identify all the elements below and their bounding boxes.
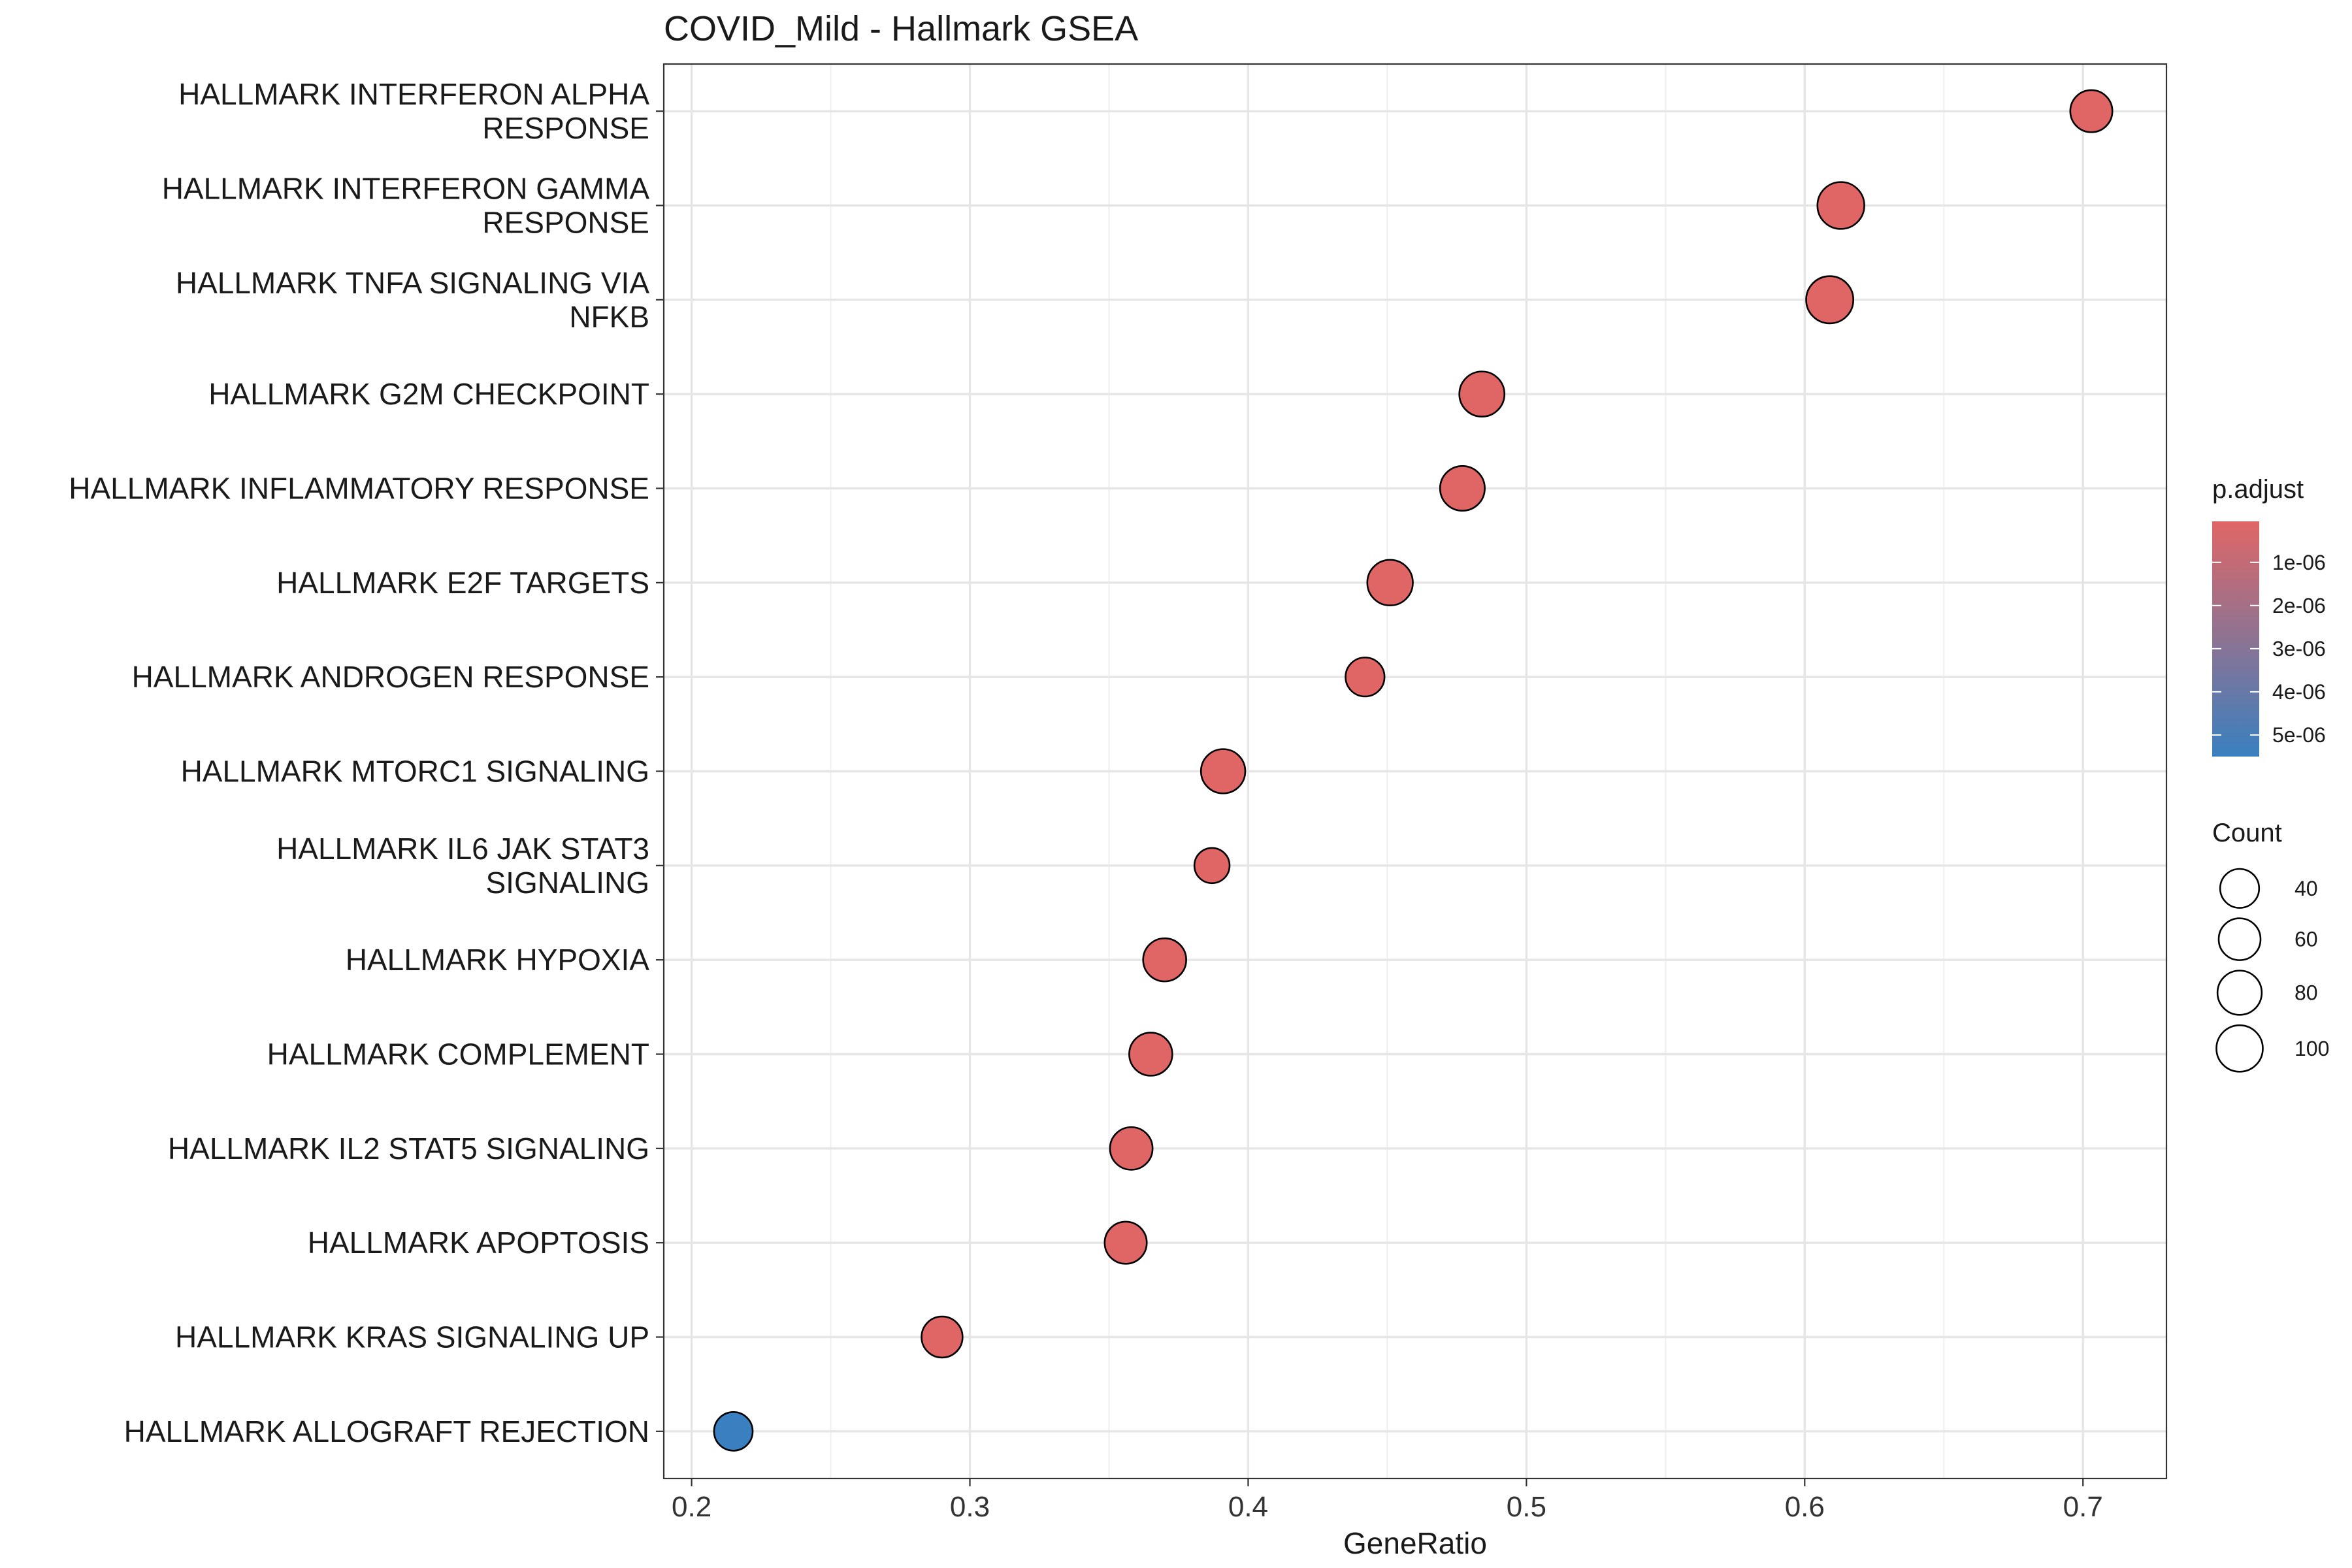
- size-legend-key: [2217, 917, 2262, 961]
- category-label: HALLMARK INTERFERON GAMMA: [162, 172, 650, 206]
- category-label: HALLMARK IL6 JAK STAT3: [276, 832, 649, 866]
- category-label: HALLMARK INFLAMMATORY RESPONSE: [69, 472, 649, 506]
- category-label: HALLMARK IL2 STAT5 SIGNALING: [168, 1132, 649, 1166]
- category-label: HALLMARK INTERFERON ALPHA: [178, 77, 649, 111]
- x-tick-label: 0.5: [1507, 1491, 1546, 1523]
- plot-title: COVID_Mild - Hallmark GSEA: [664, 9, 1138, 48]
- size-legend-label: 80: [2295, 981, 2318, 1004]
- category-label: HALLMARK TNFA SIGNALING VIA: [176, 266, 649, 300]
- data-point: [1816, 181, 1865, 230]
- size-legend-label: 40: [2295, 877, 2318, 900]
- category-label: HALLMARK KRAS SIGNALING UP: [175, 1320, 649, 1354]
- data-point: [1439, 465, 1486, 512]
- color-bar: [2212, 521, 2259, 757]
- category-label: NFKB: [569, 300, 649, 334]
- category-label: HALLMARK APOPTOSIS: [308, 1226, 649, 1260]
- size-legend-key: [2219, 868, 2261, 909]
- x-tick-label: 0.7: [2063, 1491, 2103, 1523]
- data-point: [1200, 748, 1247, 794]
- color-legend: p.adjust 1e-06 2e-06 3e-06 4e-06 5e-06: [2212, 475, 2326, 757]
- x-tick-label: 0.4: [1228, 1491, 1268, 1523]
- size-legend-label: 100: [2295, 1037, 2329, 1060]
- category-label: HALLMARK HYPOXIA: [346, 943, 650, 977]
- x-tick-label: 0.2: [672, 1491, 711, 1523]
- color-legend-label: 5e-06: [2272, 723, 2326, 747]
- category-label: RESPONSE: [482, 206, 649, 240]
- data-point: [1805, 275, 1855, 325]
- data-point: [1109, 1126, 1154, 1171]
- x-tick-label: 0.3: [950, 1491, 990, 1523]
- color-legend-label: 4e-06: [2272, 680, 2326, 704]
- data-point: [1193, 847, 1231, 885]
- data-point: [921, 1315, 964, 1359]
- x-tick-label: 0.6: [1785, 1491, 1825, 1523]
- color-legend-label: 1e-06: [2272, 551, 2326, 574]
- data-point: [1142, 937, 1187, 983]
- data-point: [713, 1411, 754, 1452]
- category-label: HALLMARK COMPLEMENT: [267, 1037, 649, 1071]
- x-axis-title: GeneRatio: [1343, 1526, 1487, 1560]
- axis-layer: 0.2 0.3 0.4 0.5 0.6 0.7 HALLMARK INTERFERON AL…: [69, 77, 2103, 1523]
- category-label: HALLMARK ANDROGEN RESPONSE: [132, 660, 649, 694]
- data-point: [2069, 89, 2114, 133]
- dots-layer: [713, 89, 2114, 1452]
- color-legend-label: 2e-06: [2272, 594, 2326, 617]
- color-legend-label: 3e-06: [2272, 637, 2326, 661]
- size-legend-key: [2216, 970, 2263, 1016]
- data-point: [1366, 559, 1414, 607]
- category-label: HALLMARK E2F TARGETS: [276, 566, 649, 600]
- data-point: [1103, 1220, 1148, 1265]
- category-label: SIGNALING: [485, 866, 649, 900]
- data-point: [1128, 1032, 1173, 1077]
- size-legend-label: 60: [2295, 928, 2318, 951]
- category-label: RESPONSE: [482, 111, 649, 145]
- size-legend-title: Count: [2212, 819, 2282, 847]
- data-point: [1458, 370, 1506, 418]
- size-legend: Count 40 60 80 100: [2212, 819, 2329, 1073]
- category-label: HALLMARK ALLOGRAFT REJECTION: [124, 1414, 649, 1448]
- size-legend-key: [2215, 1024, 2264, 1073]
- data-point: [1345, 657, 1386, 698]
- category-label: HALLMARK MTORC1 SIGNALING: [181, 755, 649, 789]
- color-legend-title: p.adjust: [2212, 475, 2304, 504]
- grid-layer: [664, 64, 2166, 1478]
- category-label: HALLMARK G2M CHECKPOINT: [208, 377, 649, 411]
